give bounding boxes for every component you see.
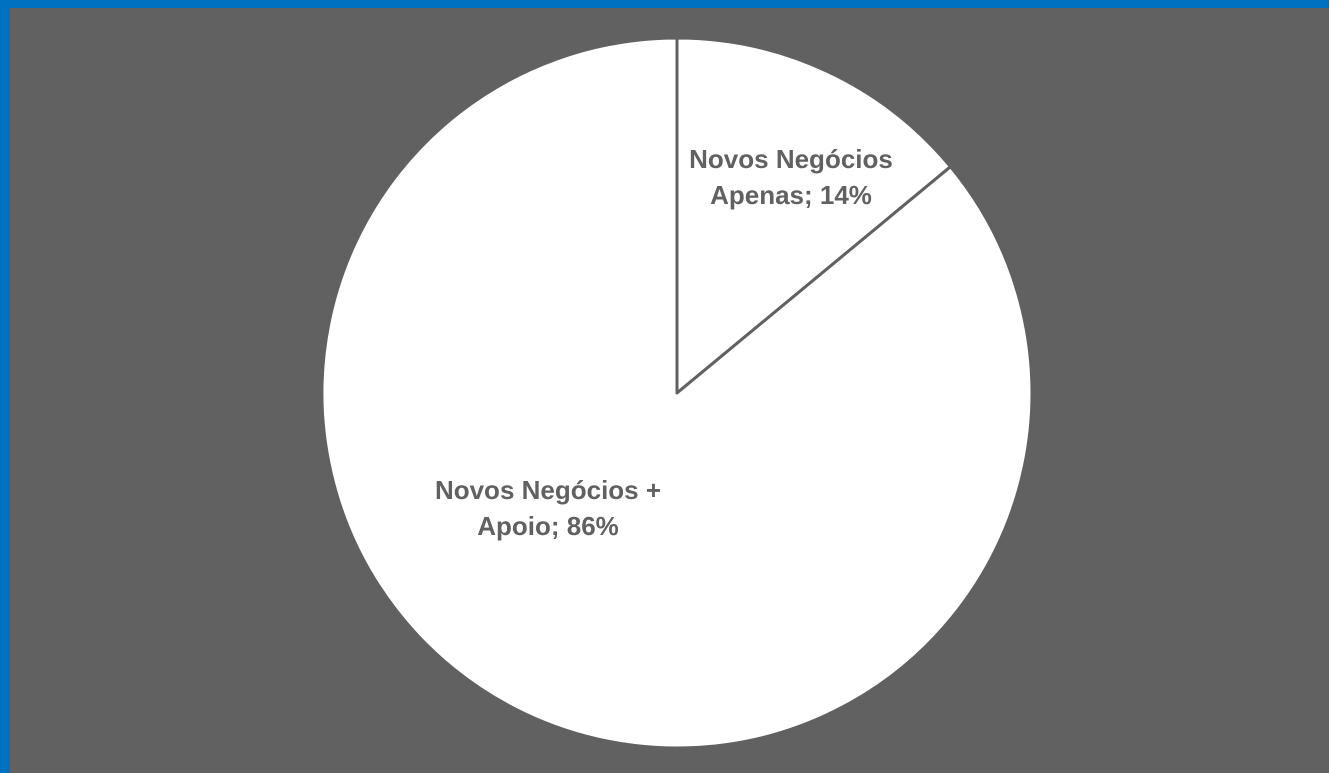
slice-label-line-1: Novos Negócios <box>689 144 893 174</box>
pie-slice-novos-negocios-apoio <box>320 36 1034 750</box>
slice-label-novos-negocios-apoio: Novos Negócios + Apoio; 86% <box>435 475 661 541</box>
slice-label-novos-negocios-apenas: Novos Negócios Apenas; 14% <box>689 144 893 210</box>
pie-chart: Novos Negócios Apenas; 14% Novos Negócio… <box>320 36 1034 750</box>
chart-area: Novos Negócios Apenas; 14% Novos Negócio… <box>10 8 1329 773</box>
pie-slice-novos-negocios-apenas <box>675 36 953 395</box>
slice-label-line-2: Apenas; 14% <box>710 180 872 210</box>
pie-slices <box>320 36 1034 750</box>
slice-label-line-2: Apoio; 86% <box>477 511 619 541</box>
slice-label-line-1: Novos Negócios + <box>435 475 661 505</box>
